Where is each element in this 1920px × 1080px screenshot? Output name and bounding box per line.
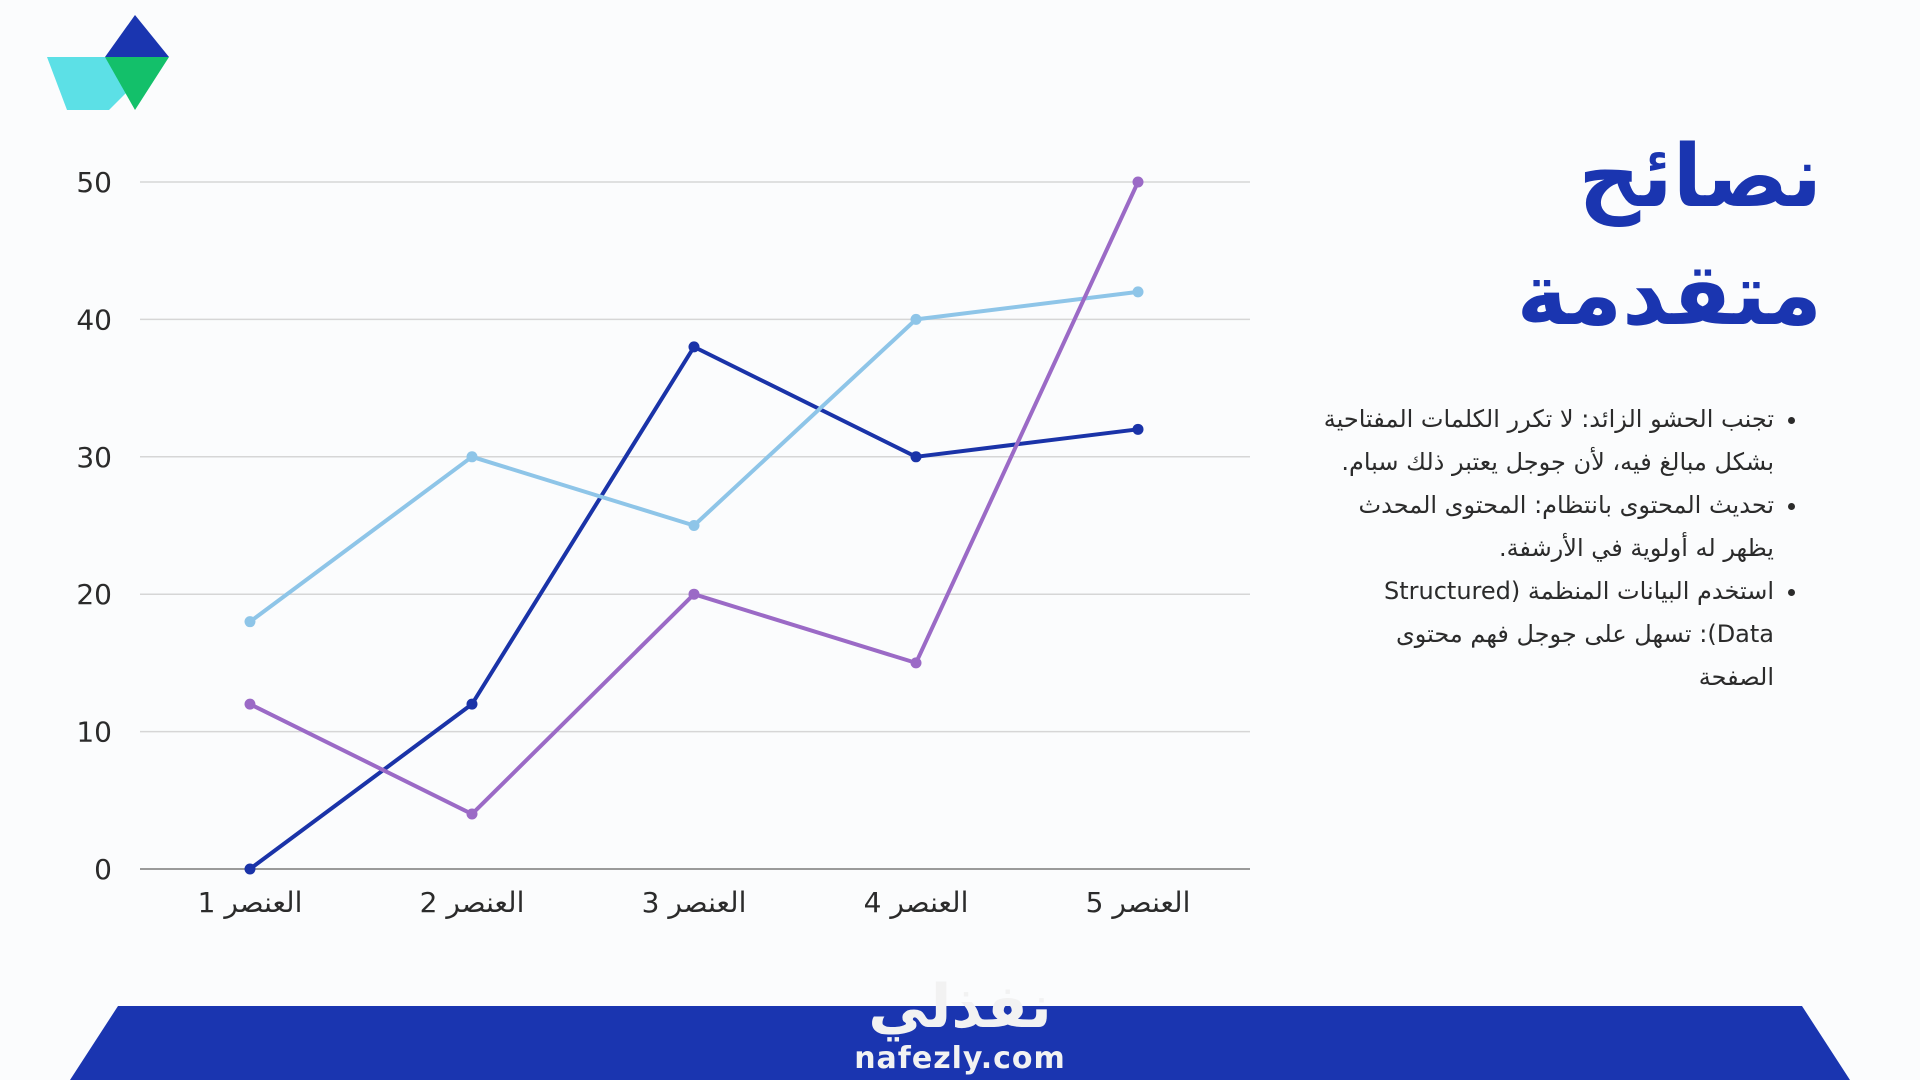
brand-logo [47, 15, 169, 110]
series-line-3 [248, 180, 1140, 817]
series-group [244, 176, 1144, 875]
data-point [1132, 286, 1144, 298]
footer-band [70, 1006, 1850, 1080]
data-point [688, 520, 700, 531]
data-point [910, 657, 922, 669]
y-axis-ticks: 0 10 20 30 40 50 [76, 166, 112, 886]
brand-name-arabic: نفذلي [868, 972, 1052, 1042]
data-point [1132, 176, 1144, 188]
y-tick-label: 0 [94, 853, 112, 886]
y-tick-label: 50 [76, 166, 112, 199]
brand-domain: nafezly.com [854, 1041, 1066, 1076]
tip-item: تجنب الحشو الزائد: لا تكرر الكلمات المفت… [1314, 398, 1774, 484]
data-point [244, 863, 256, 875]
grid-lines [140, 181, 1250, 870]
y-tick-label: 40 [76, 303, 112, 336]
title-line-1: نصائح [1578, 127, 1822, 227]
data-point [910, 451, 922, 463]
x-tick-label: العنصر 4 [864, 886, 969, 919]
logo-green-shape [105, 57, 169, 110]
data-point [688, 341, 700, 353]
data-point [244, 698, 256, 710]
data-point [910, 313, 922, 325]
x-tick-label: العنصر 2 [420, 886, 525, 919]
slide-title: نصائح متقدمة [1262, 118, 1822, 354]
x-tick-label: العنصر 1 [198, 886, 303, 919]
brand-watermark: نفذلي nafezly.com [840, 975, 1080, 1079]
data-point [466, 808, 478, 820]
x-axis-labels: العنصر 1 العنصر 2 العنصر 3 العنصر 4 العنصر 5 [198, 886, 1191, 919]
y-tick-label: 20 [76, 578, 112, 611]
series-line-1 [248, 344, 1140, 871]
data-point [1132, 423, 1144, 435]
data-point [466, 451, 478, 463]
logo-blue-shape [105, 15, 169, 57]
tips-list: تجنب الحشو الزائد: لا تكرر الكلمات المفت… [1314, 398, 1802, 699]
x-tick-label: العنصر 5 [1086, 886, 1191, 919]
data-point [688, 588, 700, 600]
data-point [466, 698, 478, 710]
tip-item: استخدم البيانات المنظمة (Structured Data… [1314, 570, 1774, 699]
data-point [244, 616, 256, 628]
title-line-2: متقدمة [1516, 245, 1822, 345]
y-tick-label: 30 [76, 441, 112, 474]
y-tick-label: 10 [76, 716, 112, 749]
tip-item: تحديث المحتوى بانتظام: المحتوى المحدث يظ… [1314, 484, 1774, 570]
x-tick-label: العنصر 3 [642, 886, 747, 919]
